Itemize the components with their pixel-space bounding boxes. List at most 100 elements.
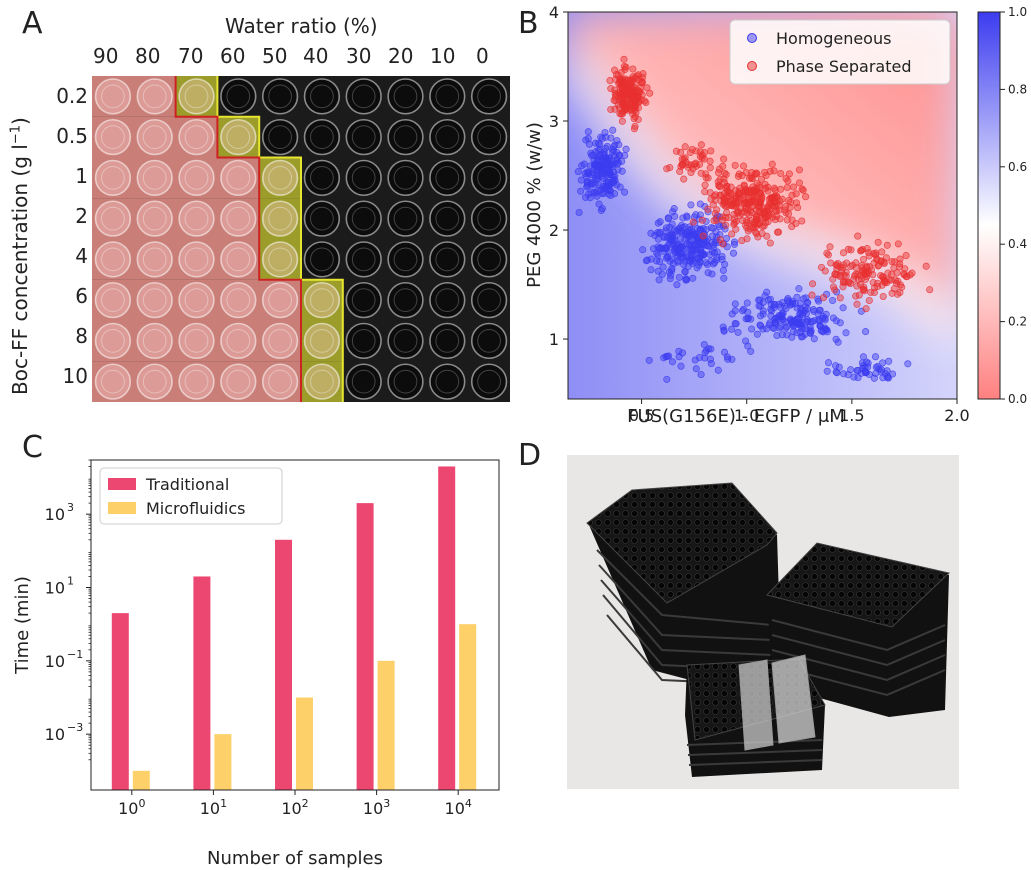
well xyxy=(178,281,215,319)
data-point xyxy=(702,225,710,234)
data-point xyxy=(654,235,662,243)
well-inner xyxy=(435,166,460,190)
data-point xyxy=(629,65,637,73)
well-inner xyxy=(351,206,376,231)
water-ratio-tick: 90 xyxy=(93,44,119,68)
data-point xyxy=(829,314,837,322)
data-point xyxy=(698,154,706,162)
data-point xyxy=(787,198,795,206)
y-tick-label: 2 xyxy=(549,221,559,240)
data-point xyxy=(613,181,621,189)
data-point xyxy=(745,211,753,219)
well-inner xyxy=(351,84,376,109)
data-point xyxy=(618,167,626,175)
data-point xyxy=(758,175,766,183)
well xyxy=(303,363,341,400)
bar-microfluidics xyxy=(132,770,150,790)
data-point xyxy=(583,183,591,191)
phase-separated-marker xyxy=(747,61,757,71)
data-point xyxy=(833,271,841,279)
well xyxy=(178,118,215,156)
phase-axes: 0.5 1.0 1.5 2.0 1 2 3 4 xyxy=(549,3,970,425)
data-point xyxy=(795,285,803,293)
data-point xyxy=(716,236,724,244)
data-point xyxy=(842,272,850,280)
data-point xyxy=(850,275,858,283)
data-point xyxy=(860,286,868,294)
water-ratio-tick: 70 xyxy=(178,44,204,68)
well xyxy=(470,159,508,197)
data-point xyxy=(619,110,627,118)
concentration-tick: 6 xyxy=(75,284,88,308)
data-point xyxy=(885,276,893,284)
boundary-outline-left xyxy=(174,76,302,402)
well-inner xyxy=(268,369,292,394)
well xyxy=(220,241,257,278)
data-point xyxy=(677,248,685,256)
well-inner xyxy=(477,247,501,272)
data-point xyxy=(713,216,721,224)
data-point xyxy=(689,218,697,226)
data-point xyxy=(697,169,705,177)
well-inner xyxy=(477,84,501,109)
well xyxy=(345,118,382,156)
x-tick-label: 102 xyxy=(281,797,308,818)
data-point xyxy=(844,245,852,253)
well-inner xyxy=(101,84,125,109)
data-point xyxy=(720,348,729,356)
data-point xyxy=(719,240,727,248)
water-ratio-tick: 60 xyxy=(220,44,246,68)
data-point xyxy=(829,275,837,283)
boundary-well xyxy=(301,320,343,362)
data-point xyxy=(716,183,724,191)
well-inner xyxy=(226,206,251,231)
well-inner xyxy=(101,206,125,231)
data-point xyxy=(660,247,668,256)
gel-region xyxy=(92,157,260,199)
well xyxy=(178,200,215,237)
well xyxy=(429,363,466,400)
data-point xyxy=(598,172,606,180)
concentration-tick: 0.5 xyxy=(56,124,88,148)
data-point xyxy=(783,216,791,224)
data-point xyxy=(739,162,748,170)
well-inner xyxy=(310,84,334,109)
data-point xyxy=(777,323,785,331)
data-point xyxy=(703,241,711,250)
data-point xyxy=(879,273,887,281)
well-inner xyxy=(310,329,334,353)
data-point xyxy=(859,353,867,361)
gel-region xyxy=(92,320,301,362)
data-point xyxy=(626,88,634,96)
data-point xyxy=(861,368,870,376)
data-point xyxy=(904,360,912,368)
y-tick-label: 10 xyxy=(45,578,65,597)
y-tick-label: 10 xyxy=(45,505,65,524)
data-point xyxy=(789,183,798,191)
well xyxy=(261,159,299,197)
well-inner xyxy=(477,288,501,312)
well-inner xyxy=(268,288,292,312)
well xyxy=(303,159,341,197)
data-point xyxy=(747,198,755,206)
data-point xyxy=(756,302,764,310)
data-point xyxy=(731,300,739,308)
data-point xyxy=(574,168,582,176)
data-point xyxy=(623,97,631,105)
data-point xyxy=(878,248,886,256)
well xyxy=(220,363,257,400)
data-point xyxy=(693,246,701,254)
gel-region xyxy=(92,76,176,117)
data-point xyxy=(610,96,618,104)
data-point xyxy=(677,242,685,251)
data-point xyxy=(658,270,666,278)
data-point xyxy=(701,354,709,362)
well xyxy=(94,322,132,360)
data-point xyxy=(708,232,716,240)
data-point xyxy=(620,55,628,63)
data-point xyxy=(618,117,626,125)
data-point xyxy=(719,162,727,170)
well xyxy=(429,281,466,319)
data-point xyxy=(666,164,674,172)
